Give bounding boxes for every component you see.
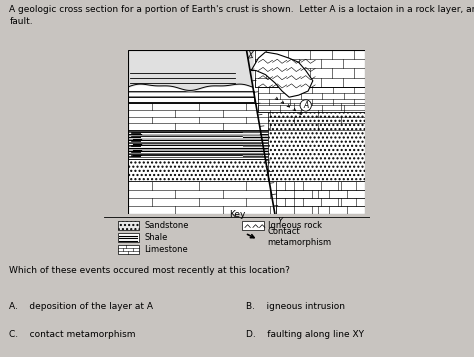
- Text: D.    faulting along line XY: D. faulting along line XY: [246, 330, 365, 339]
- Text: A.    deposition of the layer at A: A. deposition of the layer at A: [9, 302, 154, 311]
- Bar: [255, 50, 365, 87]
- Text: C.    contact metamorphism: C. contact metamorphism: [9, 330, 136, 339]
- Polygon shape: [251, 52, 313, 97]
- Bar: [128, 159, 365, 181]
- Bar: [258, 87, 365, 111]
- Text: X: X: [247, 51, 254, 60]
- Text: Y: Y: [277, 217, 283, 226]
- Text: A: A: [303, 101, 309, 110]
- Bar: [128, 103, 365, 130]
- Bar: [242, 221, 264, 230]
- Text: Limestone: Limestone: [144, 245, 188, 254]
- Text: Contact
metamorphism: Contact metamorphism: [267, 227, 332, 247]
- Bar: [276, 181, 365, 214]
- Bar: [128, 130, 365, 159]
- Text: Sandstone: Sandstone: [144, 221, 189, 230]
- Bar: [128, 91, 254, 103]
- Bar: [128, 181, 365, 214]
- Text: Igneous rock: Igneous rock: [267, 221, 321, 230]
- Bar: [118, 221, 139, 230]
- Bar: [118, 233, 139, 242]
- Bar: [118, 245, 139, 255]
- Text: B.    igneous intrusion: B. igneous intrusion: [246, 302, 346, 311]
- Text: Which of these events occured most recently at this location?: Which of these events occured most recen…: [9, 266, 291, 275]
- Bar: [268, 110, 365, 181]
- Text: Key: Key: [229, 210, 245, 219]
- Text: A geologic cross section for a portion of Earth's crust is shown.  Letter A is a: A geologic cross section for a portion o…: [9, 5, 474, 26]
- Text: Shale: Shale: [144, 233, 167, 242]
